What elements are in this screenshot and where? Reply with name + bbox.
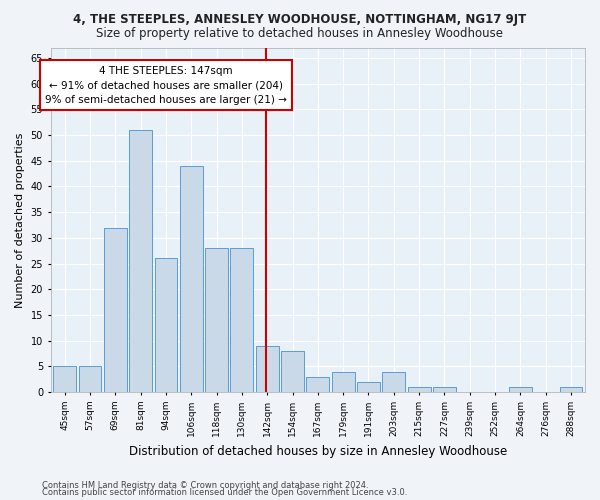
Text: Contains public sector information licensed under the Open Government Licence v3: Contains public sector information licen… <box>42 488 407 497</box>
Bar <box>332 372 355 392</box>
Bar <box>180 166 203 392</box>
X-axis label: Distribution of detached houses by size in Annesley Woodhouse: Distribution of detached houses by size … <box>129 444 507 458</box>
Bar <box>382 372 405 392</box>
Bar <box>357 382 380 392</box>
Bar <box>256 346 278 392</box>
Bar <box>509 387 532 392</box>
Bar <box>205 248 228 392</box>
Bar <box>53 366 76 392</box>
Text: 4 THE STEEPLES: 147sqm
← 91% of detached houses are smaller (204)
9% of semi-det: 4 THE STEEPLES: 147sqm ← 91% of detached… <box>45 66 287 105</box>
Bar <box>560 387 583 392</box>
Bar <box>155 258 178 392</box>
Y-axis label: Number of detached properties: Number of detached properties <box>15 132 25 308</box>
Bar <box>307 376 329 392</box>
Bar <box>79 366 101 392</box>
Text: Contains HM Land Registry data © Crown copyright and database right 2024.: Contains HM Land Registry data © Crown c… <box>42 480 368 490</box>
Bar <box>230 248 253 392</box>
Bar <box>433 387 456 392</box>
Bar <box>129 130 152 392</box>
Bar <box>104 228 127 392</box>
Bar <box>281 351 304 392</box>
Text: 4, THE STEEPLES, ANNESLEY WOODHOUSE, NOTTINGHAM, NG17 9JT: 4, THE STEEPLES, ANNESLEY WOODHOUSE, NOT… <box>73 12 527 26</box>
Bar <box>408 387 431 392</box>
Text: Size of property relative to detached houses in Annesley Woodhouse: Size of property relative to detached ho… <box>97 28 503 40</box>
